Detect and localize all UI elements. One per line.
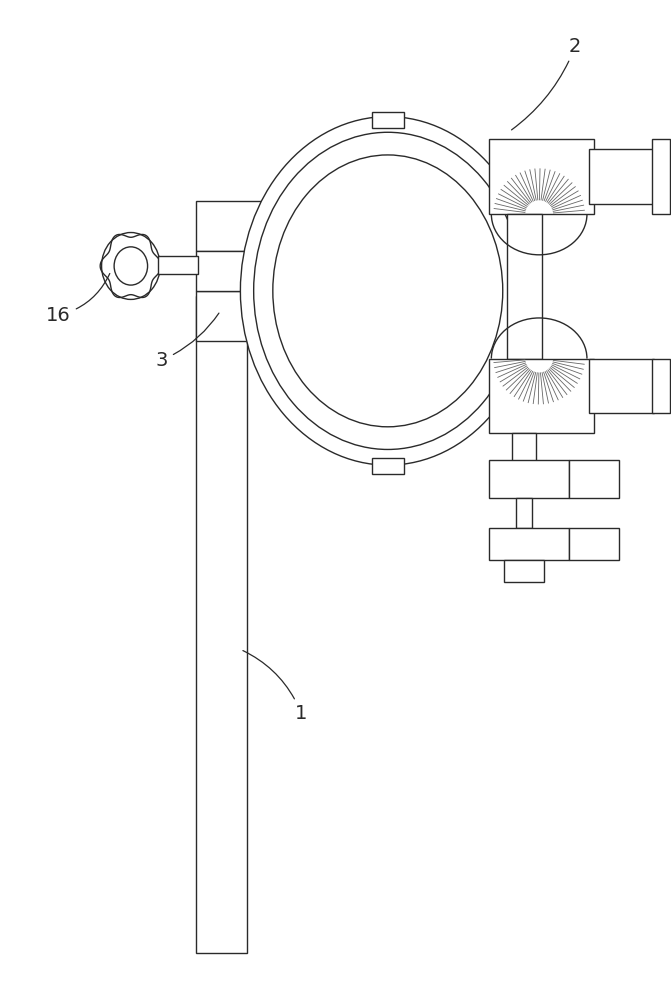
Bar	[196, 296, 247, 953]
Bar	[507, 214, 542, 359]
Bar	[489, 528, 569, 560]
Bar	[516, 498, 532, 528]
Bar	[652, 359, 669, 413]
Bar	[504, 560, 544, 582]
Text: 16: 16	[46, 273, 110, 325]
Ellipse shape	[114, 247, 148, 285]
Ellipse shape	[253, 132, 522, 449]
Bar	[569, 528, 619, 560]
Bar	[489, 460, 569, 498]
Bar	[196, 201, 320, 251]
Bar	[512, 433, 536, 461]
Bar	[489, 359, 594, 433]
Bar	[196, 251, 247, 291]
Bar	[158, 256, 198, 274]
Bar	[196, 291, 320, 341]
Bar	[372, 458, 404, 474]
Bar	[589, 359, 654, 413]
Text: 1: 1	[243, 651, 308, 723]
Ellipse shape	[273, 155, 503, 427]
Bar	[652, 139, 669, 214]
Bar	[569, 460, 619, 498]
Bar	[372, 112, 404, 128]
Text: 3: 3	[156, 313, 219, 370]
Polygon shape	[100, 234, 161, 297]
Text: 2: 2	[511, 37, 581, 130]
Bar	[489, 139, 594, 214]
Bar	[589, 149, 654, 204]
Ellipse shape	[241, 117, 535, 465]
